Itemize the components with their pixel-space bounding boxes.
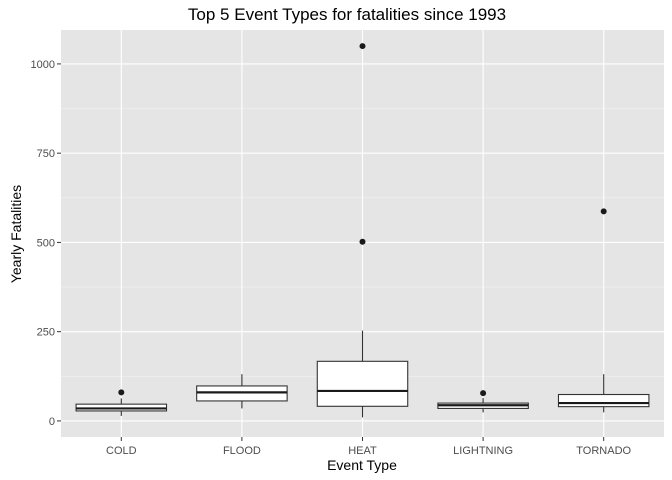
x-tick-label: COLD (106, 445, 137, 457)
y-tick-label: 500 (37, 237, 55, 249)
outlier-point (600, 208, 607, 215)
gridlines (61, 30, 664, 437)
y-axis-title: Yearly Fatalities (8, 185, 24, 283)
outlier-point (480, 390, 487, 397)
y-tick-label: 0 (49, 416, 55, 428)
outlier-point (359, 43, 366, 50)
x-tick-label: FLOOD (223, 445, 261, 457)
y-tick-label: 250 (37, 327, 55, 339)
y-tick-label: 750 (37, 148, 55, 160)
box-iqr (316, 360, 409, 407)
outlier-point (118, 389, 125, 396)
box-iqr (557, 393, 650, 408)
x-tick-label: LIGHTNING (453, 445, 513, 457)
box-flood (196, 374, 288, 409)
box-tornado (557, 208, 650, 413)
chart-title: Top 5 Event Types for fatalities since 1… (188, 5, 506, 24)
x-tick-label: HEAT (348, 445, 377, 457)
y-tick-label: 1000 (31, 59, 55, 71)
y-axis: 0 250 500 750 1000 (31, 59, 61, 428)
x-axis: COLD FLOOD HEAT LIGHTNING TORNADO (106, 437, 632, 457)
box-cold (75, 389, 168, 416)
box-layer (75, 43, 650, 418)
box-lightning (437, 390, 529, 413)
outlier-point (359, 238, 366, 245)
x-axis-title: Event Type (327, 457, 397, 473)
box-heat (316, 43, 409, 418)
x-tick-label: TORNADO (576, 445, 631, 457)
